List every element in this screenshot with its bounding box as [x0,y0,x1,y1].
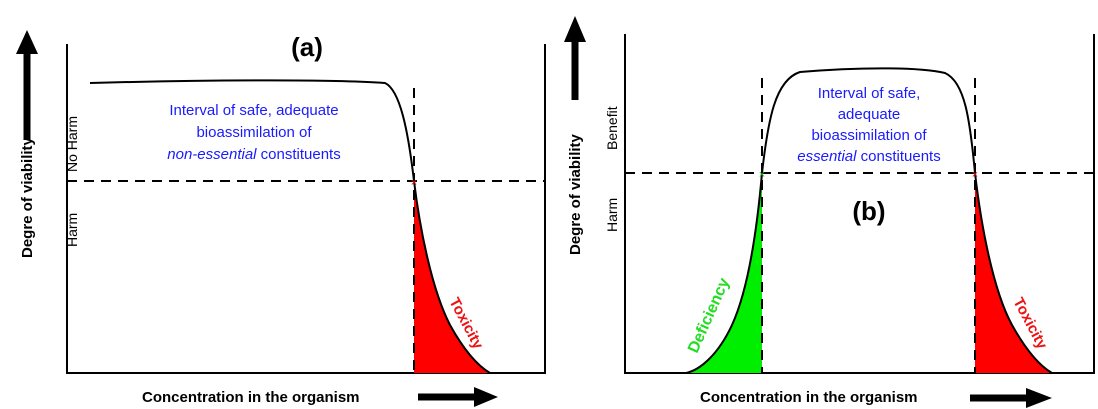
panel-b-y-axis-label: Degre of viability [567,133,584,255]
panel-a-toxicity-region [414,181,490,373]
panel-b-deficiency-region [686,173,762,373]
panel-b: Degre of viability Benefit Harm × × Inte… [564,16,1098,408]
panel-a-title: (a) [291,32,323,62]
panel-b-note-line1: Interval of safe, [818,85,921,102]
panel-b-x-axis-label: Concentration in the organism [700,389,918,406]
panel-b-viability-curve [685,67,1053,374]
panel-a-y-arrow-head [16,30,38,54]
panel-b-x-arrow-head [1026,388,1052,408]
panel-b-title: (b) [852,196,885,226]
panel-a-x-arrow-head [474,387,498,407]
panel-a: Degre of viability No Harm Harm × (a) In… [16,30,546,407]
panel-b-note-rest: constituents [856,148,940,165]
panel-a-note-italic: non-essential [167,146,257,163]
panel-a-axes [66,44,546,374]
panel-a-note-line3: non-essential constituents [167,146,340,163]
panel-b-axes [624,34,1095,374]
panel-b-y-arrow-head [564,16,586,42]
panel-b-y-tick-harm: Harm [604,198,620,232]
panel-a-x-axis-label: Concentration in the organism [142,389,360,406]
panel-a-note-rest: constituents [257,146,341,163]
panel-b-toxicity-region [975,173,1052,373]
panel-a-y-axis-label: Degre of viability [19,136,36,258]
panel-b-note-line4: essential constituents [797,148,940,165]
panel-a-limit-marker: × [411,177,417,189]
panel-b-y-tick-benefit: Benefit [604,106,620,150]
panel-b-note-line3: bioassimilation of [811,127,927,144]
panel-b-upper-limit-marker: × [972,169,978,181]
panel-b-note-line2: adequate [838,106,901,123]
panel-b-note-italic: essential [797,148,857,165]
panel-b-lower-limit-marker: × [759,169,765,181]
panel-a-viability-curve [89,79,491,374]
panel-a-note-line2: bioassimilation of [196,124,312,141]
panel-a-note-line1: Interval of safe, adequate [169,102,338,119]
